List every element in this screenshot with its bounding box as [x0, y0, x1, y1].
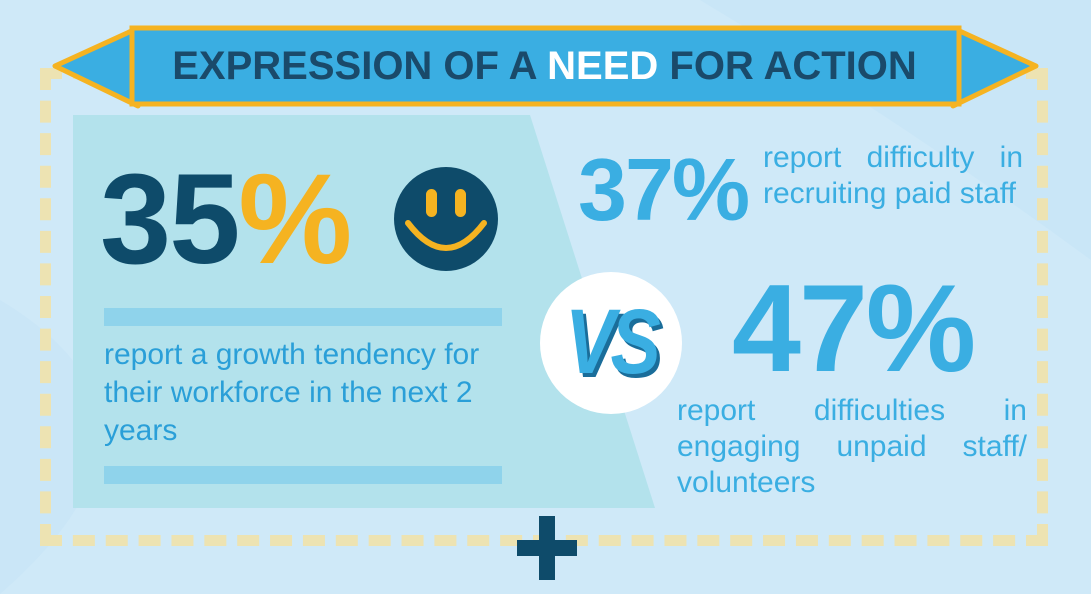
smiley-face-icon	[394, 167, 498, 271]
plus-icon	[517, 516, 577, 580]
versus-label-front: VS	[565, 290, 661, 393]
growth-percentage: 35%	[100, 148, 352, 291]
title-ribbon	[52, 25, 1039, 109]
versus-circle	[540, 272, 682, 414]
recruiting-description: report difficulty in recruiting paid sta…	[763, 141, 1023, 210]
growth-description: report a growth tendency for their workf…	[104, 338, 480, 447]
growth-bottom-bar	[104, 466, 502, 484]
engaging-description: report difficulties in engaging unpaid s…	[677, 394, 1027, 499]
versus-label: VS	[568, 294, 664, 397]
growth-top-bar	[104, 308, 502, 326]
page-title: EXPRESSION OF A NEED FOR ACTION	[172, 44, 917, 88]
growth-percent-sign: %	[238, 148, 352, 291]
recruiting-percentage: 37%	[578, 140, 750, 239]
versus-badge: VS VS	[565, 290, 669, 397]
engaging-percentage: 47%	[732, 260, 976, 398]
title-highlight: NEED	[547, 44, 659, 88]
